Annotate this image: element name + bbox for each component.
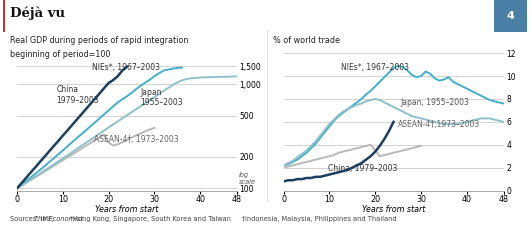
- Text: log
scale: log scale: [239, 172, 256, 185]
- X-axis label: Years from start: Years from start: [95, 205, 158, 214]
- Text: *Hong Kong, Singapore, South Korea and Taiwan     †Indonesia, Malaysia, Philippi: *Hong Kong, Singapore, South Korea and T…: [59, 216, 397, 222]
- Text: NIEs*, 1967–2003: NIEs*, 1967–2003: [92, 63, 160, 72]
- X-axis label: Years from start: Years from start: [362, 205, 425, 214]
- Text: China, 1979–2003: China, 1979–2003: [328, 164, 397, 173]
- Text: beginning of period=100: beginning of period=100: [10, 50, 110, 59]
- Text: ASEAN-4†, 1973–2003: ASEAN-4†, 1973–2003: [94, 135, 179, 144]
- Text: Déjà vu: Déjà vu: [10, 7, 65, 20]
- Text: NIEs*, 1967–2003: NIEs*, 1967–2003: [341, 63, 409, 72]
- Text: Japan, 1955–2003: Japan, 1955–2003: [400, 98, 469, 107]
- Text: % of world trade: % of world trade: [273, 36, 340, 45]
- Text: 4: 4: [507, 11, 514, 21]
- Text: Japan
1955–2003: Japan 1955–2003: [140, 88, 183, 107]
- Text: China
1979–2003: China 1979–2003: [57, 85, 99, 105]
- Text: Real GDP during periods of rapid integration: Real GDP during periods of rapid integra…: [10, 36, 188, 45]
- Text: The Economist: The Economist: [34, 216, 83, 222]
- Text: Sources: IMF;: Sources: IMF;: [10, 216, 56, 222]
- Text: ASEAN-4†,1973–2003: ASEAN-4†,1973–2003: [398, 120, 480, 129]
